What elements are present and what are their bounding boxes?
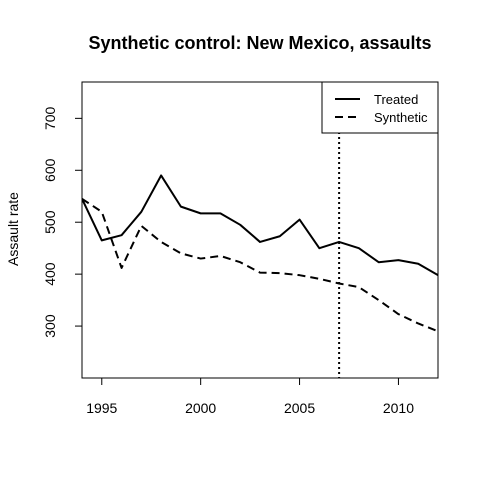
chart-title: Synthetic control: New Mexico, assaults (88, 33, 431, 53)
y-tick-label: 300 (42, 314, 58, 338)
series-layer (82, 174, 438, 333)
x-tick-label: 2005 (284, 400, 315, 416)
series-line-synthetic (82, 198, 438, 333)
legend-label-treated: Treated (374, 92, 418, 107)
legend-box (321, 81, 439, 134)
y-tick-label: 600 (42, 158, 58, 182)
x-tick-label: 2010 (383, 400, 414, 416)
x-tick-label: 2000 (185, 400, 216, 416)
legend-label-synthetic: Synthetic (374, 110, 428, 125)
y-tick-label: 500 (42, 210, 58, 234)
x-tick-label: 1995 (86, 400, 117, 416)
series-line-treated (82, 174, 438, 277)
legend: Treated Synthetic (321, 81, 439, 134)
y-tick-label: 400 (42, 262, 58, 286)
y-axis: 300 400 500 600 700 (42, 106, 83, 338)
y-axis-label: Assault rate (5, 192, 21, 266)
x-axis: 1995 2000 2005 2010 (86, 377, 414, 416)
y-tick-label: 700 (42, 106, 58, 130)
